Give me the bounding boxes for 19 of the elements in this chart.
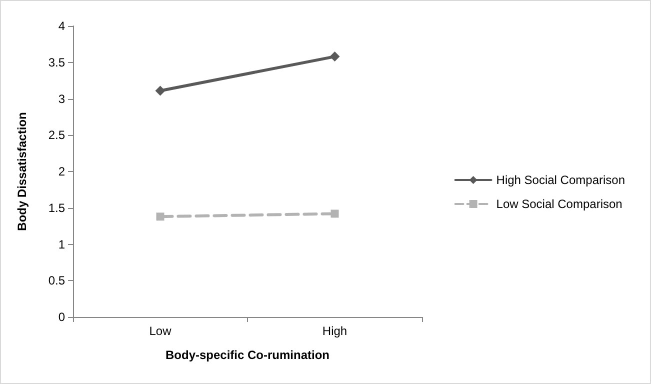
legend-label: High Social Comparison: [496, 173, 626, 187]
y-tick-label: 2: [58, 164, 66, 178]
y-tick-label: 4: [58, 19, 66, 33]
y-tick-label: 2.5: [48, 128, 66, 142]
y-tick-label: 0: [58, 310, 66, 324]
point: [155, 86, 166, 96]
y-tick-label: 0.5: [48, 274, 66, 288]
y-tick-label: 1.5: [48, 200, 66, 215]
point: [330, 210, 339, 218]
y-tick-label: 3.5: [48, 55, 66, 70]
legend-label: Low Social Comparison: [496, 197, 622, 211]
x-tick-label: Low: [149, 324, 172, 338]
y-tick-label: 3: [58, 92, 66, 106]
y-tick-label: 1: [58, 237, 66, 252]
point: [330, 52, 340, 62]
y-axis-title: Body Dissatisfaction: [15, 112, 29, 231]
point: [156, 212, 164, 221]
x-axis-title: Body-specific Co-rumination: [165, 348, 330, 362]
x-tick-label: High: [322, 324, 348, 338]
